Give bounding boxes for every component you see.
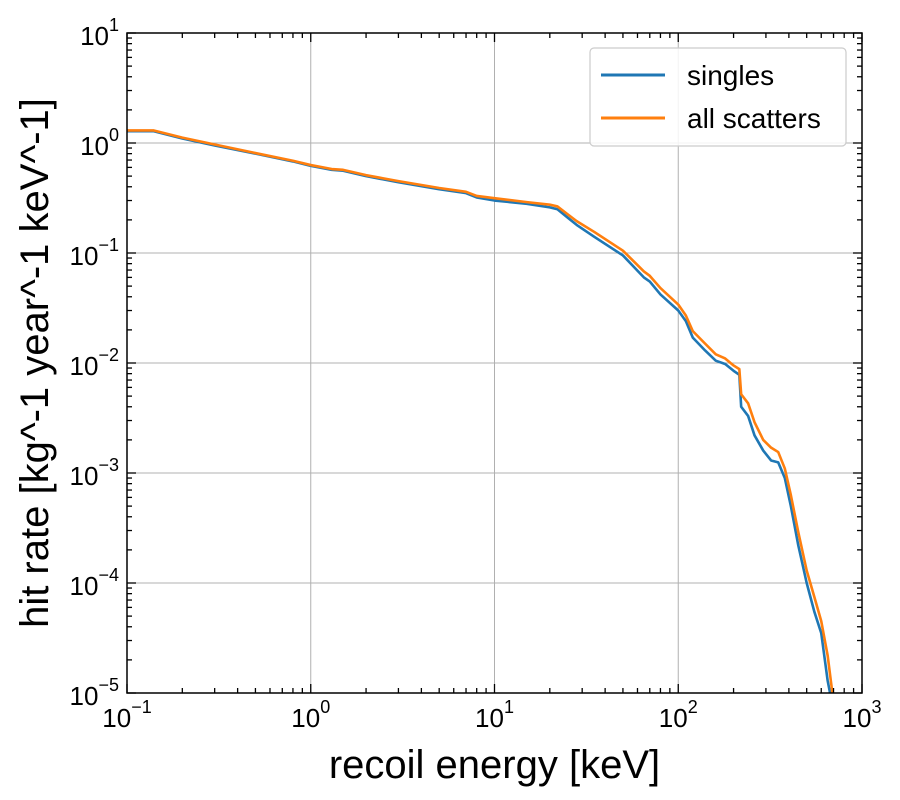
- y-tick-label: 10−2: [70, 345, 119, 381]
- tick-labels: 10−1 100 101 102 103 10−5 10−4 10−3 10−2 10−1 100 1…: [70, 15, 882, 733]
- y-tick-label: 10−5: [70, 675, 119, 711]
- y-axis-title: hit rate [kg^-1 year^-1 keV^-1]: [13, 98, 57, 628]
- x-tick-label: 100: [291, 697, 330, 733]
- legend-label-singles: singles: [687, 60, 774, 91]
- legend-box: [589, 47, 847, 147]
- axis-ticks: [126, 32, 863, 694]
- series-line-all-scatters: [127, 129, 834, 694]
- legend-label-all-scatters: all scatters: [687, 103, 821, 134]
- y-tick-label: 101: [80, 15, 119, 51]
- y-tick-label: 100: [80, 125, 119, 161]
- x-tick-label: 101: [475, 697, 514, 733]
- y-tick-label: 10−1: [70, 235, 119, 271]
- x-axis-title: recoil energy [keV]: [329, 743, 660, 787]
- x-tick-label: 10−1: [102, 697, 151, 733]
- legend: singles all scatters: [589, 47, 847, 147]
- x-tick-label: 103: [843, 697, 882, 733]
- y-tick-label: 10−4: [70, 565, 119, 601]
- series-lines: [127, 129, 834, 694]
- y-tick-label: 10−3: [70, 455, 119, 491]
- x-tick-label: 102: [659, 697, 698, 733]
